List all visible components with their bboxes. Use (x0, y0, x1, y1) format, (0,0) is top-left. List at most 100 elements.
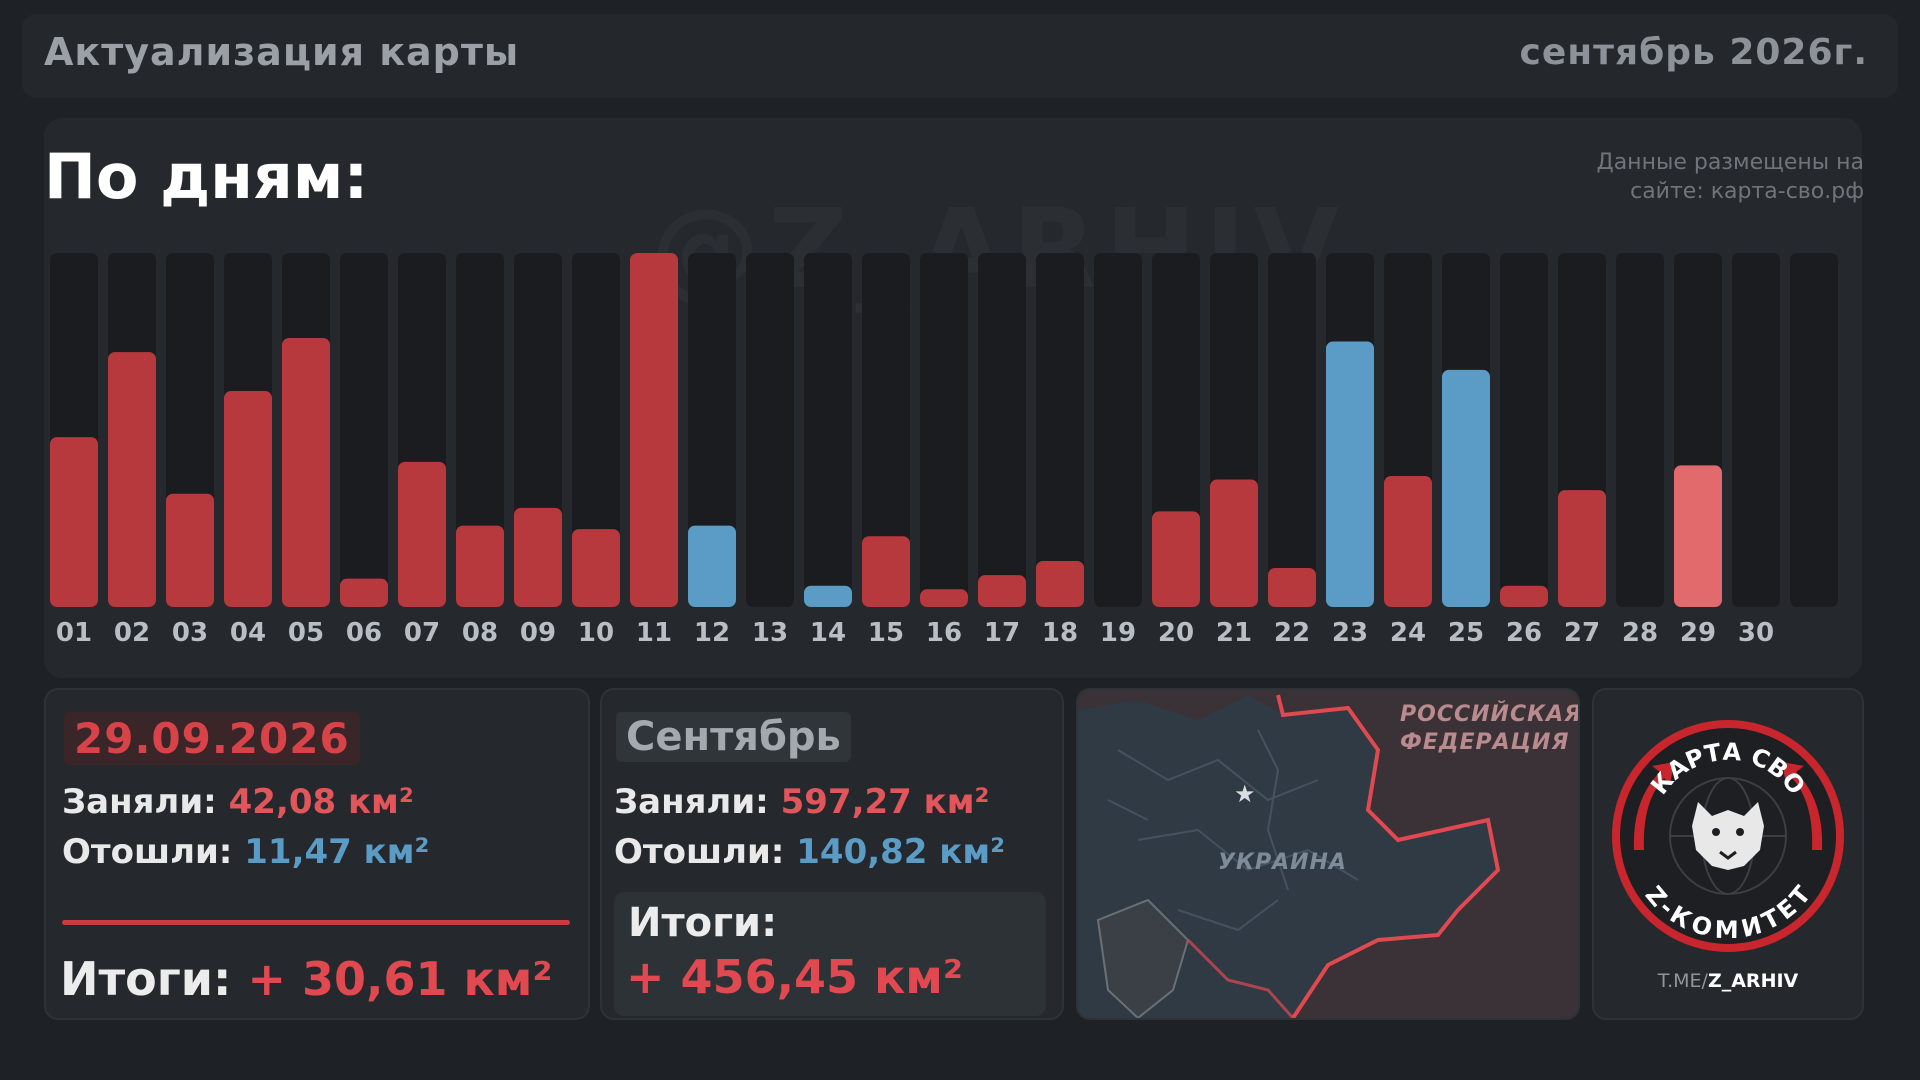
month-captured-unit: км² (923, 782, 990, 822)
tick-label-23: 23 (1332, 618, 1368, 648)
bar-day-02 (108, 352, 156, 607)
bar-day-24 (1384, 476, 1432, 607)
bar-day-03 (166, 493, 214, 607)
day-total-line: Итоги: + 30,61 км² (60, 952, 552, 1006)
map-label-russia-1: РОССИЙСКАЯ (1400, 702, 1580, 727)
day-captured-value: 42,08 (228, 782, 337, 822)
tick-label-29: 29 (1680, 618, 1716, 648)
tick-label-19: 19 (1100, 618, 1136, 648)
tick-label-27: 27 (1564, 618, 1600, 648)
bar-day-26 (1500, 585, 1548, 607)
bar-day-16 (920, 589, 968, 607)
tick-label-26: 26 (1506, 618, 1542, 648)
coast-line (1186, 938, 1295, 1018)
tick-label-14: 14 (810, 618, 846, 648)
channel-link[interactable]: T.ME/Z_ARHIV (1594, 970, 1862, 992)
left-arrow-icon (1633, 762, 1674, 850)
map-label-ukraine: УКРАИНА (1218, 850, 1347, 875)
source-line-1: Данные размещены на (1596, 150, 1864, 175)
day-lost-value: 11,47 (244, 832, 352, 872)
bar-day-11 (630, 253, 678, 607)
tick-label-15: 15 (868, 618, 904, 648)
bar-track (978, 253, 1026, 607)
bar-day-01 (50, 437, 98, 607)
bar-track (1790, 253, 1838, 607)
lynx-face-icon (1692, 802, 1764, 870)
tick-label-03: 03 (172, 618, 208, 648)
tick-label-06: 06 (346, 618, 382, 648)
bar-track (862, 253, 910, 607)
bar-day-05 (282, 337, 330, 607)
capital-star-icon: ★ (1234, 780, 1256, 808)
bar-day-27 (1558, 490, 1606, 607)
month-captured-label: Заняли: (614, 782, 769, 822)
tick-label-11: 11 (636, 618, 672, 648)
tick-label-01: 01 (56, 618, 92, 648)
day-captured-unit: км² (347, 782, 414, 822)
tick-label-08: 08 (462, 618, 498, 648)
period-label: сентябрь 2026г. (1519, 32, 1868, 73)
oblast-borders (1107, 729, 1359, 932)
day-captured-label: Заняли: (62, 782, 217, 822)
moldova-shape (1096, 898, 1190, 1018)
source-note: Данные размещены на сайте: карта-сво.рф (1484, 148, 1864, 206)
month-captured-value: 597,27 (780, 782, 912, 822)
tick-label-17: 17 (984, 618, 1020, 648)
tick-label-24: 24 (1390, 618, 1426, 648)
tick-label-05: 05 (288, 618, 324, 648)
tick-label-28: 28 (1622, 618, 1658, 648)
tick-label-02: 02 (114, 618, 150, 648)
month-lost-value: 140,82 (796, 832, 928, 872)
bar-day-07 (398, 461, 446, 607)
section-title: По дням: (44, 140, 369, 213)
right-arrow-icon (1782, 762, 1823, 850)
bar-day-09 (514, 507, 562, 607)
month-lost-line: Отошли: 140,82 км² (614, 832, 1005, 872)
tick-label-18: 18 (1042, 618, 1078, 648)
bar-track (572, 253, 620, 607)
bar-day-15 (862, 536, 910, 607)
bar-day-20 (1152, 511, 1200, 607)
bar-day-29 (1674, 465, 1722, 607)
day-lost-unit: км² (363, 832, 430, 872)
bar-day-08 (456, 525, 504, 607)
header-bar (22, 14, 1898, 98)
z-committee-logo: КАРТА СВО Z-КОМИТЕТ (1612, 720, 1844, 952)
month-total-box: Итоги: + 456,45 км² (614, 892, 1046, 1016)
channel-handle: Z_ARHIV (1707, 970, 1799, 992)
month-lost-label: Отошли: (614, 832, 785, 872)
bar-track (804, 253, 852, 607)
tick-label-07: 07 (404, 618, 440, 648)
bar-track (456, 253, 504, 607)
tick-label-16: 16 (926, 618, 962, 648)
day-lost-line: Отошли: 11,47 км² (62, 832, 429, 872)
bar-day-18 (1036, 560, 1084, 607)
day-summary-card: 29.09.2026 Заняли: 42,08 км² Отошли: 11,… (44, 688, 590, 1020)
bar-track (920, 253, 968, 607)
bar-track (340, 253, 388, 607)
day-total-value: + 30,61 км² (247, 952, 553, 1006)
daily-bar-chart: 01 02 03 04 05 06 07 08 09 10 11 12 13 14 15 16 17 18 19 20… (50, 253, 1838, 648)
bar-day-10 (572, 529, 620, 607)
bar-day-25 (1442, 369, 1490, 607)
bar-track (1036, 253, 1084, 607)
tick-label-25: 25 (1448, 618, 1484, 648)
tick-label-04: 04 (230, 618, 266, 648)
day-lost-label: Отошли: (62, 832, 233, 872)
bar-day-23 (1326, 341, 1374, 607)
source-line-2: сайте: карта-сво.рф (1630, 179, 1864, 204)
map-label-russia-2: ФЕДЕРАЦИЯ (1400, 730, 1570, 755)
front-line-map: ★ (1078, 690, 1578, 1018)
day-total-label: Итоги: (60, 952, 232, 1006)
channel-prefix: T.ME/ (1657, 970, 1708, 992)
logo-card: КАРТА СВО Z-КОМИТЕТ T.ME/Z_ARHIV (1592, 688, 1864, 1020)
app-title: Актуализация карты (44, 30, 520, 74)
day-captured-line: Заняли: 42,08 км² (62, 782, 414, 822)
tick-label-21: 21 (1216, 618, 1252, 648)
bar-day-21 (1210, 479, 1258, 607)
bar-track (1094, 253, 1142, 607)
tick-label-30: 30 (1738, 618, 1774, 648)
tick-label-22: 22 (1274, 618, 1310, 648)
tick-label-10: 10 (578, 618, 614, 648)
bar-track (1500, 253, 1548, 607)
